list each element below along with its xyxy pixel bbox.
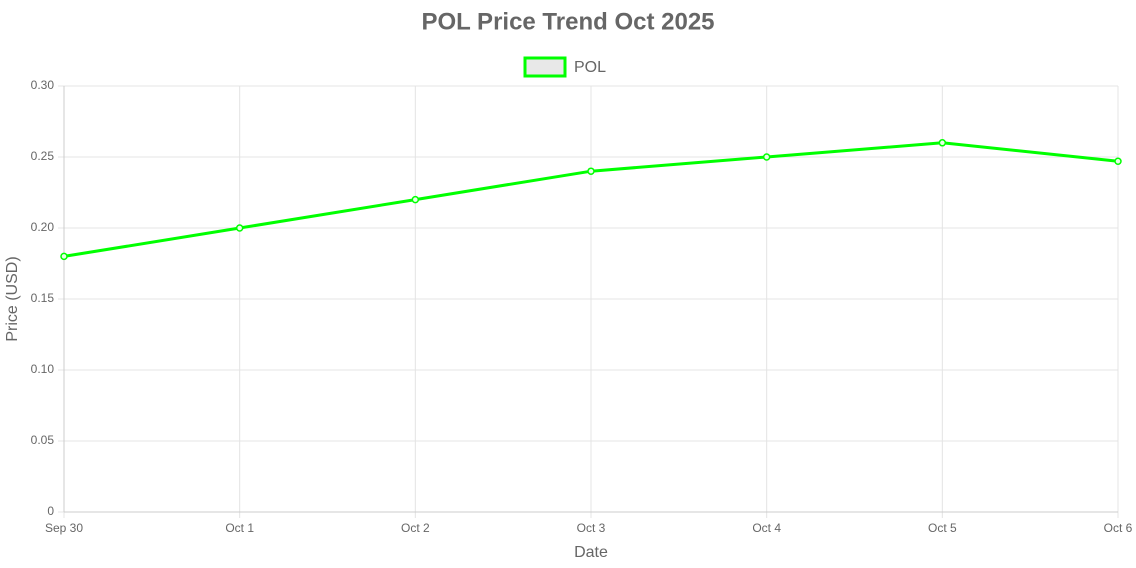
x-tick-label: Oct 5 bbox=[928, 521, 957, 535]
y-tick-label: 0.25 bbox=[31, 149, 55, 163]
x-tick-label: Oct 1 bbox=[225, 521, 254, 535]
y-tick-label: 0.10 bbox=[31, 362, 55, 376]
x-tick-label: Oct 2 bbox=[401, 521, 430, 535]
x-tick-label: Oct 3 bbox=[577, 521, 606, 535]
point bbox=[1114, 157, 1122, 166]
legend-swatch bbox=[523, 56, 567, 78]
y-tick-label: 0.30 bbox=[31, 78, 55, 92]
x-tick-label: Oct 4 bbox=[752, 521, 781, 535]
x-tick-label: Oct 6 bbox=[1104, 521, 1133, 535]
point bbox=[938, 139, 947, 147]
y-tick-label: 0 bbox=[47, 504, 54, 518]
y-tick-label: 0.20 bbox=[31, 220, 55, 234]
x-tick-label: Sep 30 bbox=[45, 521, 83, 535]
x-axis-title: Date bbox=[574, 544, 608, 561]
point bbox=[235, 224, 244, 232]
y-tick-label: 0.15 bbox=[31, 291, 55, 305]
chart-title: POL Price Trend Oct 2025 bbox=[421, 8, 714, 35]
legend-label: POL bbox=[574, 59, 606, 76]
point bbox=[587, 167, 595, 175]
point bbox=[762, 153, 771, 161]
y-tick-label: 0.05 bbox=[31, 433, 55, 447]
point bbox=[60, 252, 68, 261]
y-axis-title: Price (USD) bbox=[4, 256, 21, 341]
point bbox=[411, 195, 420, 204]
